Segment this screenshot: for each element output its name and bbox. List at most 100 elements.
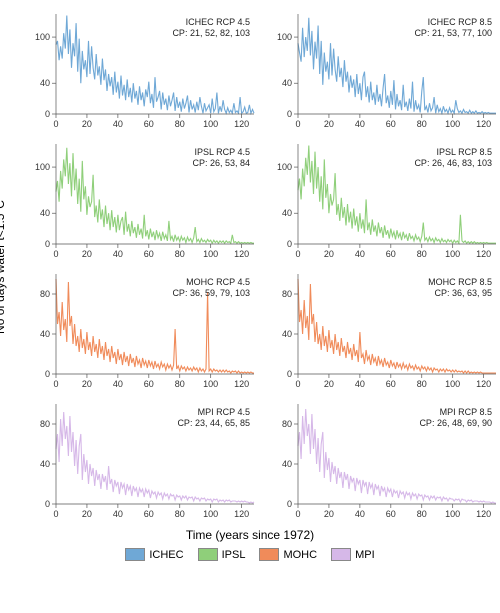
y-axis-label: No of days water t<1.5°C [0,200,7,334]
svg-text:40: 40 [355,379,365,389]
svg-text:80: 80 [282,289,292,299]
svg-text:0: 0 [295,119,300,129]
legend-swatch [198,548,218,561]
svg-text:40: 40 [355,119,365,129]
svg-text:20: 20 [324,249,334,259]
legend-swatch [125,548,145,561]
svg-text:0: 0 [295,509,300,519]
svg-text:120: 120 [476,119,491,129]
svg-text:20: 20 [324,379,334,389]
legend-item-mohc: MOHC [259,548,317,561]
svg-text:40: 40 [40,78,50,88]
svg-text:60: 60 [386,119,396,129]
panel-cp: CP: 36, 59, 79, 103 [172,288,250,298]
svg-text:40: 40 [282,208,292,218]
svg-text:80: 80 [175,249,185,259]
panel-mpi-7: 02040608010012004080 MPI RCP 8.5 CP: 26,… [264,398,500,526]
figure: No of days water t<1.5°C 020406080100120… [8,8,492,561]
panel-cp: CP: 21, 52, 82, 103 [172,28,250,38]
legend-swatch [259,548,279,561]
panel-ichec-1: 020406080100120040100 ICHEC RCP 8.5 CP: … [264,8,500,136]
svg-text:100: 100 [203,379,218,389]
svg-text:80: 80 [417,249,427,259]
svg-text:0: 0 [53,119,58,129]
svg-text:0: 0 [45,109,50,119]
svg-text:20: 20 [324,119,334,129]
svg-text:120: 120 [234,379,249,389]
svg-text:20: 20 [82,249,92,259]
svg-text:100: 100 [203,509,218,519]
legend: ICHEC IPSL MOHC MPI [8,548,492,561]
panel-title: IPSL RCP 4.5 [194,147,250,157]
svg-text:0: 0 [295,249,300,259]
legend-label: MPI [355,549,375,561]
panel-title: MOHC RCP 4.5 [186,277,250,287]
svg-text:80: 80 [417,509,427,519]
svg-text:100: 100 [35,162,50,172]
panel-title: MOHC RCP 8.5 [428,277,492,287]
panel-title: MPI RCP 4.5 [198,407,250,417]
svg-text:40: 40 [355,249,365,259]
svg-text:0: 0 [45,239,50,249]
svg-text:40: 40 [355,509,365,519]
svg-text:40: 40 [282,78,292,88]
svg-text:120: 120 [234,249,249,259]
svg-text:80: 80 [175,119,185,129]
svg-text:0: 0 [45,499,50,509]
svg-text:120: 120 [476,379,491,389]
panel-title: MPI RCP 8.5 [440,407,492,417]
svg-text:60: 60 [386,249,396,259]
svg-text:40: 40 [40,459,50,469]
svg-text:20: 20 [82,379,92,389]
svg-text:0: 0 [287,109,292,119]
svg-text:0: 0 [287,239,292,249]
svg-text:40: 40 [113,249,123,259]
panel-cp: CP: 36, 63, 95 [434,288,492,298]
svg-text:0: 0 [287,499,292,509]
panel-title: IPSL RCP 8.5 [436,147,492,157]
svg-text:80: 80 [417,119,427,129]
legend-label: ICHEC [149,549,183,561]
panel-title: ICHEC RCP 4.5 [186,17,250,27]
svg-text:0: 0 [53,379,58,389]
svg-text:60: 60 [144,509,154,519]
svg-text:120: 120 [234,119,249,129]
x-axis-label: Time (years since 1972) [8,528,492,542]
svg-text:60: 60 [144,379,154,389]
panel-ichec-0: 020406080100120040100 ICHEC RCP 4.5 CP: … [22,8,260,136]
svg-text:100: 100 [35,32,50,42]
svg-text:20: 20 [324,509,334,519]
panel-mpi-6: 02040608010012004080 MPI RCP 4.5 CP: 23,… [22,398,260,526]
legend-swatch [331,548,351,561]
svg-text:40: 40 [40,329,50,339]
panel-ipsl-3: 0 20 40 60 80 100 120 0 40 100 IPSL RCP 8.5 CP: 2… [264,138,500,266]
svg-text:100: 100 [445,249,460,259]
panel-cp: CP: 26, 48, 69, 90 [419,418,492,428]
svg-text:60: 60 [386,379,396,389]
svg-text:0: 0 [53,509,58,519]
panel-grid: 0 20 40 60 80 100 120 0 40 100 ICHEC RCP 4.5 CP: … [22,8,492,526]
panel-cp: CP: 26, 53, 84 [192,158,250,168]
svg-text:40: 40 [113,119,123,129]
svg-text:0: 0 [287,369,292,379]
svg-text:80: 80 [175,509,185,519]
svg-text:40: 40 [113,509,123,519]
svg-text:20: 20 [82,119,92,129]
svg-text:0: 0 [53,249,58,259]
panel-mohc-5: 02040608010012004080 MOHC RCP 8.5 CP: 36… [264,268,500,396]
panel-title: ICHEC RCP 8.5 [428,17,492,27]
svg-text:100: 100 [277,32,292,42]
svg-text:120: 120 [476,249,491,259]
panel-ipsl-2: 020406080100120040100 IPSL RCP 4.5 CP: 2… [22,138,260,266]
svg-text:100: 100 [277,162,292,172]
svg-text:40: 40 [282,459,292,469]
legend-label: IPSL [222,549,246,561]
svg-text:40: 40 [282,329,292,339]
svg-text:120: 120 [234,509,249,519]
panel-mohc-4: 02040608010012004080 MOHC RCP 4.5 CP: 36… [22,268,260,396]
panel-cp: CP: 26, 46, 83, 103 [414,158,492,168]
svg-text:100: 100 [445,379,460,389]
svg-text:80: 80 [40,289,50,299]
svg-text:0: 0 [295,379,300,389]
legend-item-ipsl: IPSL [198,548,246,561]
